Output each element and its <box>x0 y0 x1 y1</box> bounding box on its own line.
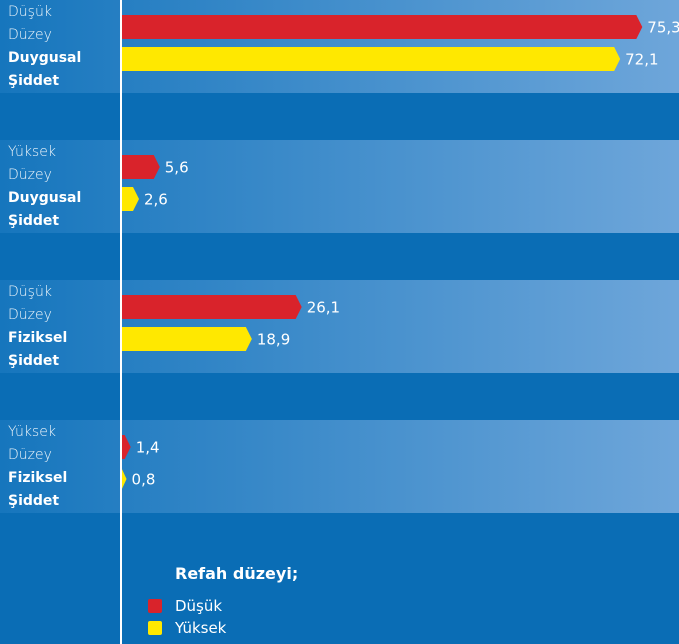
bar <box>121 187 139 211</box>
category-level: Yüksek Düzey <box>8 144 56 183</box>
bar <box>121 467 127 491</box>
band <box>0 140 679 233</box>
bar <box>121 327 252 351</box>
category-level: Yüksek Düzey <box>8 424 56 463</box>
legend-label: Düşük <box>175 597 223 615</box>
legend-label: Yüksek <box>175 619 227 637</box>
category-level: Düşük Düzey <box>8 284 52 323</box>
category-label: Düşük Düzey Duygusal Şiddet <box>8 1 92 93</box>
value-label: 2,6 <box>144 191 168 209</box>
value-label: 18,9 <box>257 331 290 349</box>
category-level: Düşük Düzey <box>8 4 52 43</box>
category-label: Yüksek Düzey Fiziksel Şiddet <box>8 421 92 513</box>
category-label: Yüksek Düzey Duygusal Şiddet <box>8 141 92 233</box>
value-label: 5,6 <box>165 159 189 177</box>
value-label: 26,1 <box>307 299 340 317</box>
category-type: Fiziksel Şiddet <box>8 470 68 509</box>
value-label: 1,4 <box>136 439 160 457</box>
legend-title: Refah düzeyi; <box>175 564 299 583</box>
category-type: Duygusal Şiddet <box>8 50 82 89</box>
category-label: Düşük Düzey Fiziksel Şiddet <box>8 281 92 373</box>
band <box>0 420 679 513</box>
legend-swatch <box>148 599 162 613</box>
value-label: 0,8 <box>132 471 156 489</box>
band <box>0 0 679 93</box>
bar <box>121 47 621 71</box>
value-label: 72,1 <box>625 51 658 69</box>
bar <box>121 15 643 39</box>
category-type: Duygusal Şiddet <box>8 190 82 229</box>
value-label: 75,3 <box>647 19 679 37</box>
legend-swatch <box>148 621 162 635</box>
category-type: Fiziksel Şiddet <box>8 330 68 369</box>
band <box>0 280 679 373</box>
bar <box>121 155 160 179</box>
bar <box>121 295 302 319</box>
bar <box>121 435 131 459</box>
